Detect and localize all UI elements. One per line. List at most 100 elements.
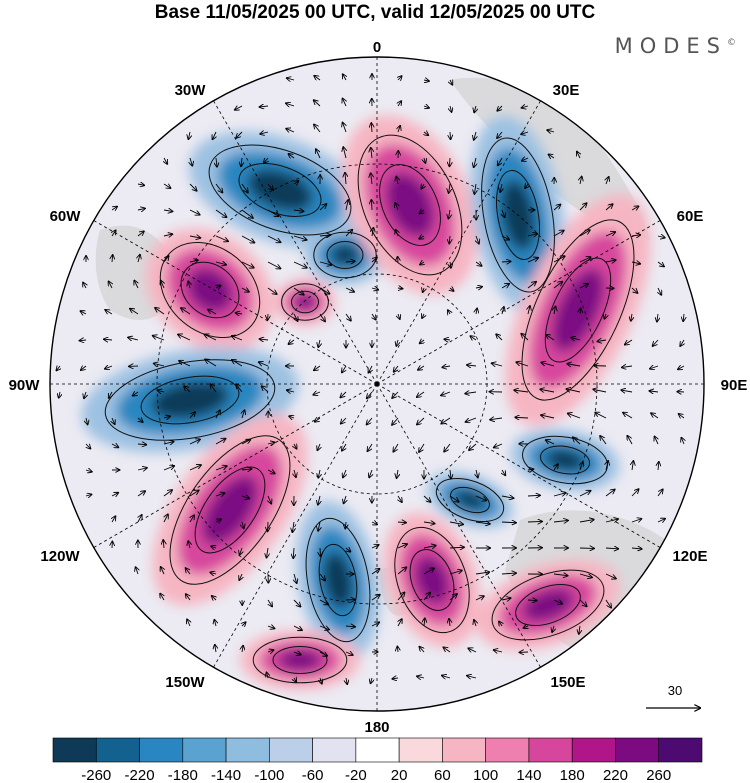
- wind-arrow: [449, 157, 450, 166]
- wind-arrow: [189, 260, 198, 262]
- wind-arrow: [236, 384, 243, 393]
- wind-arrow: [288, 154, 295, 158]
- wind-arrow: [371, 258, 377, 262]
- meridian-line: [213, 100, 378, 385]
- wind-arrow: [346, 677, 347, 684]
- anomaly-field: [81, 115, 651, 690]
- colorbar-swatch: [225, 737, 270, 763]
- wind-arrow: [367, 443, 373, 451]
- wind-arrow: [501, 573, 516, 574]
- wind-arrow: [501, 522, 516, 523]
- anomaly-center: [510, 428, 620, 492]
- wind-arrow: [417, 391, 425, 397]
- wind-arrow: [579, 230, 590, 237]
- wind-arrow: [653, 339, 659, 346]
- wind-arrow: [260, 106, 269, 107]
- wind-arrow: [86, 417, 88, 424]
- wind-arrow: [112, 417, 115, 424]
- wind-arrow: [242, 646, 243, 653]
- wind-arrow: [579, 599, 587, 606]
- wind-arrow: [267, 287, 277, 294]
- wind-arrow: [527, 234, 537, 236]
- colorbar-tick-label: -100: [254, 767, 284, 783]
- anomaly-center: [476, 559, 620, 651]
- wind-arrow: [241, 235, 254, 243]
- wind-arrow: [163, 234, 172, 236]
- wind-arrow: [293, 599, 301, 607]
- colorbar-swatch: [615, 737, 660, 763]
- wind-arrow: [80, 311, 87, 314]
- wind-arrow: [294, 444, 297, 449]
- wind-arrow: [419, 647, 424, 653]
- colorbar-swatch: [269, 737, 313, 763]
- meridian-line: [376, 383, 541, 668]
- wind-arrow: [419, 236, 424, 239]
- wind-arrow: [318, 339, 320, 347]
- wind-arrow: [367, 417, 373, 425]
- wind-arrow: [232, 336, 243, 341]
- wind-arrow: [449, 570, 462, 575]
- wind-arrow: [467, 365, 477, 366]
- wind-arrow: [130, 309, 139, 315]
- wind-arrow: [441, 417, 451, 424]
- contour-line: [357, 134, 463, 276]
- wind-arrow: [137, 491, 145, 497]
- wind-arrow: [450, 131, 451, 139]
- wind-arrow: [341, 417, 347, 424]
- wind-arrow: [371, 200, 372, 211]
- wind-arrow: [553, 231, 564, 237]
- wind-arrow: [211, 546, 216, 548]
- contour-group: [305, 517, 371, 643]
- wind-arrow: [346, 548, 350, 552]
- wind-arrow: [371, 173, 372, 185]
- anomaly-core: [278, 649, 322, 671]
- wind-arrow: [293, 652, 301, 655]
- contour-line: [180, 261, 240, 319]
- wind-arrow: [137, 184, 144, 185]
- wind-arrow: [316, 149, 321, 159]
- wind-arrow: [631, 313, 632, 321]
- wind-arrow: [212, 131, 216, 139]
- colorbar-tick-label: 20: [391, 767, 408, 783]
- wind-arrow: [500, 183, 502, 192]
- wind-arrow: [420, 210, 424, 214]
- wind-arrow: [657, 262, 664, 266]
- wind-arrow: [154, 363, 165, 366]
- wind-arrow: [345, 230, 352, 237]
- wind-arrow: [627, 436, 633, 445]
- wind-arrow: [111, 493, 118, 496]
- lon-label-0: 0: [373, 39, 381, 56]
- wind-arrow: [548, 154, 555, 158]
- wind-arrow: [85, 494, 91, 496]
- wind-arrow: [236, 313, 243, 314]
- wind-arrow: [680, 339, 684, 346]
- wind-arrow: [658, 287, 661, 295]
- wind-arrow: [392, 417, 399, 425]
- colorbar-swatch: [398, 737, 443, 763]
- wind-arrow: [344, 495, 346, 503]
- wind-arrow: [631, 287, 637, 293]
- lon-label-30e: 30E: [553, 82, 580, 99]
- wind-arrow: [398, 101, 401, 106]
- wind-arrow: [554, 306, 555, 315]
- wind-arrow: [467, 676, 477, 678]
- wind-arrow: [605, 599, 611, 608]
- wind-arrow: [319, 599, 328, 604]
- wind-arrow: [163, 466, 174, 471]
- wind-arrow: [475, 572, 489, 574]
- wind-arrow: [109, 391, 112, 398]
- wind-arrow: [111, 444, 118, 447]
- wind-arrow: [566, 389, 581, 392]
- contour-line: [194, 466, 266, 554]
- wind-arrow: [605, 490, 615, 497]
- wind-arrow: [314, 124, 321, 133]
- wind-arrow: [85, 470, 92, 472]
- wind-arrow: [631, 206, 638, 210]
- wind-arrow: [138, 255, 140, 263]
- wind-arrow: [294, 181, 299, 184]
- wind-arrow: [540, 389, 555, 392]
- wind-arrow: [268, 495, 271, 504]
- wind-arrow: [573, 437, 581, 445]
- wind-arrow: [605, 232, 615, 237]
- colorbar-swatch: [528, 737, 573, 763]
